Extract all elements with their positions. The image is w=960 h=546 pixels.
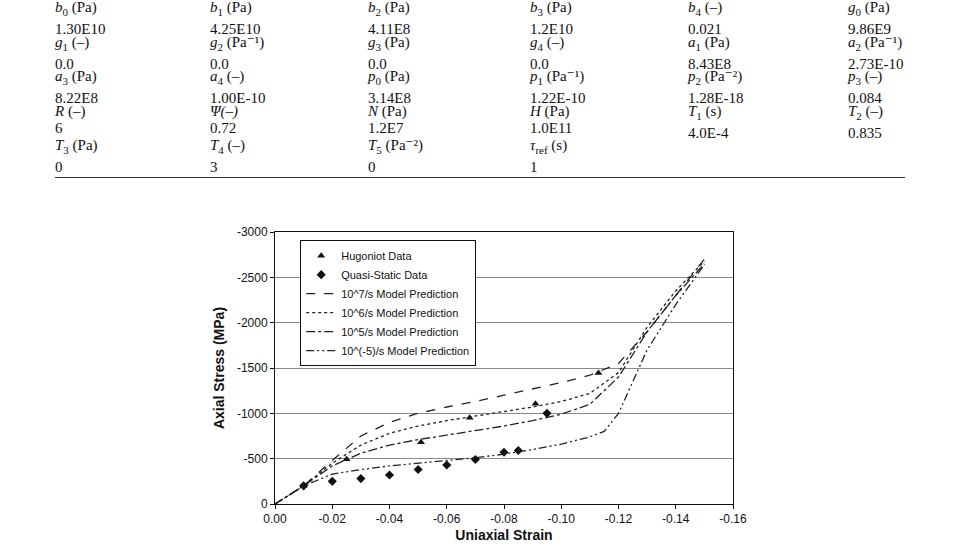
html-text:b1(Pa): b1(Pa) (210, 0, 252, 18)
html-text:a4(–): a4(–) (210, 68, 245, 87)
html-text:T4(–): T4(–) (210, 137, 246, 156)
html-text:1.30E10: 1.30E10 (55, 21, 106, 37)
html-text:T1(s): T1(s) (688, 102, 722, 122)
svg-text:Hugoniot Data: Hugoniot Data (341, 250, 412, 262)
html-text:b2(Pa): b2(Pa) (368, 0, 410, 18)
html-text:0.021: 0.021 (688, 21, 722, 37)
svg-text:-2000: -2000 (237, 316, 268, 330)
svg-text:-1500: -1500 (237, 361, 268, 375)
svg-text:-1000: -1000 (237, 407, 268, 421)
html-text:9.86E9: 9.86E9 (848, 21, 891, 37)
html-text:a2(Pa⁻¹): a2(Pa⁻¹) (848, 33, 903, 53)
svg-text:Uniaxial Strain: Uniaxial Strain (455, 527, 552, 543)
html-text:0.72: 0.72 (210, 119, 237, 136)
html-text:6: 6 (55, 119, 63, 136)
html-text:2.73E-10: 2.73E-10 (848, 55, 904, 72)
svg-text:-500: -500 (244, 452, 268, 466)
html-text:0: 0 (55, 159, 63, 175)
html-text:g1(–): g1(–) (55, 33, 90, 53)
svg-text:-0.12: -0.12 (605, 512, 633, 526)
svg-text:0.00: 0.00 (263, 512, 287, 526)
html-text:g4(–): g4(–) (530, 33, 565, 53)
html-text:T5(Pa⁻²): T5(Pa⁻²) (368, 137, 423, 156)
svg-text:-0.08: -0.08 (490, 512, 518, 526)
svg-text:-3000: -3000 (237, 225, 268, 239)
html-text:p0(Pa): p0(Pa) (368, 68, 410, 87)
html-text:0.0: 0.0 (530, 55, 549, 72)
svg-text:-0.10: -0.10 (548, 512, 576, 526)
html-text:N (Pa): N (Pa) (368, 102, 407, 119)
svg-text:-0.16: -0.16 (719, 512, 747, 526)
html-text:p3(–): p3(–) (848, 68, 883, 87)
html-text:T3(Pa): T3(Pa) (55, 137, 98, 156)
html-text:1: 1 (530, 159, 538, 175)
html-text:3: 3 (210, 159, 218, 175)
html-text:0.0: 0.0 (368, 55, 387, 72)
svg-text:Quasi-Static Data: Quasi-Static Data (341, 269, 428, 281)
html-text:1.0E11: 1.0E11 (530, 119, 573, 136)
html-text:p2(Pa⁻²): p2(Pa⁻²) (688, 68, 743, 87)
html-text:0.0: 0.0 (55, 55, 74, 72)
html-text:Ψ(–): Ψ(–) (210, 102, 238, 119)
html-text:0.084: 0.084 (848, 90, 882, 106)
html-text:1.00E-10: 1.00E-10 (210, 90, 266, 106)
html-text:8.43E8: 8.43E8 (688, 55, 731, 72)
html-text:3.14E8: 3.14E8 (368, 90, 411, 106)
svg-text:10^5/s Model Prediction: 10^5/s Model Prediction (341, 326, 458, 338)
html-text:H (Pa): H (Pa) (530, 102, 570, 119)
html-text:1.28E-18: 1.28E-18 (688, 90, 744, 106)
svg-text:Axial Stress (MPa): Axial Stress (MPa) (211, 307, 227, 429)
html-text:1.2E10: 1.2E10 (530, 21, 573, 37)
html-text:b4(–): b4(–) (688, 0, 723, 18)
html-text:a3(Pa): a3(Pa) (55, 68, 97, 87)
html-text:1.22E-10: 1.22E-10 (530, 90, 586, 106)
html-text:8.22E8: 8.22E8 (55, 90, 98, 106)
html-text:b0(Pa): b0(Pa) (55, 0, 97, 18)
svg-text:-2500: -2500 (237, 271, 268, 285)
html-text:b3(Pa): b3(Pa) (530, 0, 572, 18)
html-text:1.2E7: 1.2E7 (368, 119, 404, 136)
html-text:T2(–): T2(–) (848, 102, 884, 122)
html-text:R (–): R (–) (55, 102, 86, 119)
html-text:4.11E8: 4.11E8 (368, 21, 411, 37)
html-text:g3(Pa): g3(Pa) (368, 33, 410, 53)
svg-text:0: 0 (261, 497, 268, 511)
html-text:4.0E-4: 4.0E-4 (688, 124, 729, 141)
html-text:a1(Pa): a1(Pa) (688, 33, 730, 53)
html-text:0: 0 (368, 159, 376, 175)
html-text:0.835: 0.835 (848, 124, 882, 141)
svg-text:10^7/s Model Prediction: 10^7/s Model Prediction (341, 288, 458, 300)
html-text:g0(Pa): g0(Pa) (848, 0, 890, 18)
html-text:0.0: 0.0 (210, 55, 229, 72)
svg-text:-0.14: -0.14 (662, 512, 690, 526)
html-text:p1(Pa⁻¹): p1(Pa⁻¹) (530, 68, 585, 87)
svg-text:10^6/s Model Prediction: 10^6/s Model Prediction (341, 307, 458, 319)
html-text:4.25E10: 4.25E10 (210, 21, 261, 37)
html-text:g2(Pa⁻¹): g2(Pa⁻¹) (210, 33, 265, 53)
svg-text:-0.02: -0.02 (319, 512, 347, 526)
svg-text:-0.06: -0.06 (433, 512, 461, 526)
html-text:τref(s): τref(s) (530, 137, 568, 156)
svg-text:-0.04: -0.04 (376, 512, 404, 526)
svg-text:10^(-5)/s Model Prediction: 10^(-5)/s Model Prediction (341, 345, 469, 357)
